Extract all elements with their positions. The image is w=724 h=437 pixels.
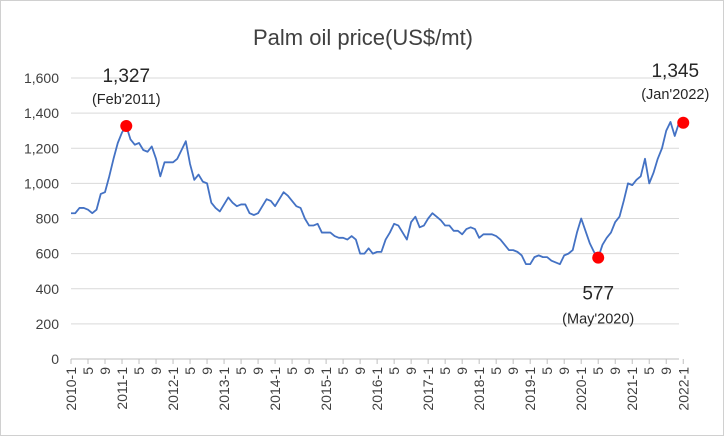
y-tick-label: 400 [36,281,60,297]
x-tick-label: 5 [590,367,606,375]
x-tick-label: 9 [148,367,164,375]
y-tick-label: 600 [36,246,60,262]
x-tick-label: 2019-1 [522,367,538,411]
annotation-date: (May'2020) [562,312,634,328]
x-tick-label: 5 [641,367,657,375]
x-tick-label: 2022-1 [675,367,691,411]
x-tick-label: 2010-1 [63,367,79,411]
x-tick-label: 9 [352,367,368,375]
x-tick-label: 2012-1 [165,367,181,411]
y-tick-label: 1,000 [24,175,59,191]
x-tick-label: 9 [505,367,521,375]
x-tick-label: 2020-1 [573,367,589,411]
x-tick-label: 9 [658,367,674,375]
x-tick-label: 2015-1 [318,367,334,411]
x-tick-label: 2011-1 [114,367,130,410]
annotations: 1,327 (Feb'2011) 577 (May'2020) 1,345 (Jan'20… [92,61,709,328]
x-tick-label: 5 [233,367,249,375]
annotation-marker [592,251,605,264]
annotation-value: 577 [582,284,614,305]
x-tick-label: 9 [97,367,113,375]
y-tick-label: 800 [36,211,60,227]
x-tick-label: 2014-1 [267,367,283,411]
x-tick-label: 9 [454,367,470,375]
x-tick-label: 2018-1 [471,367,487,411]
y-tick-label: 1,200 [24,140,59,156]
annotation-date: (Feb'2011) [92,92,161,108]
x-tick-label: 5 [335,367,351,375]
x-tick-label: 5 [386,367,402,375]
x-tick-label: 5 [437,367,453,375]
annotation-marker [120,119,133,132]
series-line [71,121,680,266]
y-tick-label: 1,600 [24,70,59,86]
y-tick-label: 1,400 [24,105,59,121]
x-tick-label: 5 [182,367,198,375]
annotation-value: 1,327 [102,66,150,87]
x-tick-label: 9 [250,367,266,375]
y-tick-labels: 0 200 400 600 800 1,000 1,200 1,400 1,600 [24,70,59,367]
x-tick-label: 2013-1 [216,367,232,411]
annotation-marker [677,116,690,129]
x-tick-labels: 2010-1 5 9 2011-1 5 9 2012-1 5 9 2013-1 5 9 2014-1 5 9… [63,367,691,411]
x-tick-label: 2021-1 [624,367,640,411]
y-tick-label: 200 [36,316,60,332]
x-tick-label: 5 [488,367,504,375]
x-tick-label: 9 [301,367,317,375]
x-tick-label: 5 [80,367,96,375]
x-tick-label: 9 [556,367,572,375]
series-layer [71,121,680,266]
x-tick-label: 9 [607,367,623,375]
x-tick-label: 5 [539,367,555,375]
axes [70,358,684,364]
x-tick-label: 2016-1 [369,367,385,411]
y-tick-label: 0 [51,351,59,367]
x-tick-label: 5 [284,367,300,375]
x-tick-label: 9 [403,367,419,375]
x-tick-label: 5 [131,367,147,375]
chart-title: Palm oil price(US$/mt) [253,25,473,50]
x-tick-label: 2017-1 [420,367,436,411]
x-tick-label: 9 [199,367,215,375]
annotation-date: (Jan'2022) [641,87,709,103]
annotation-value: 1,345 [651,61,699,82]
